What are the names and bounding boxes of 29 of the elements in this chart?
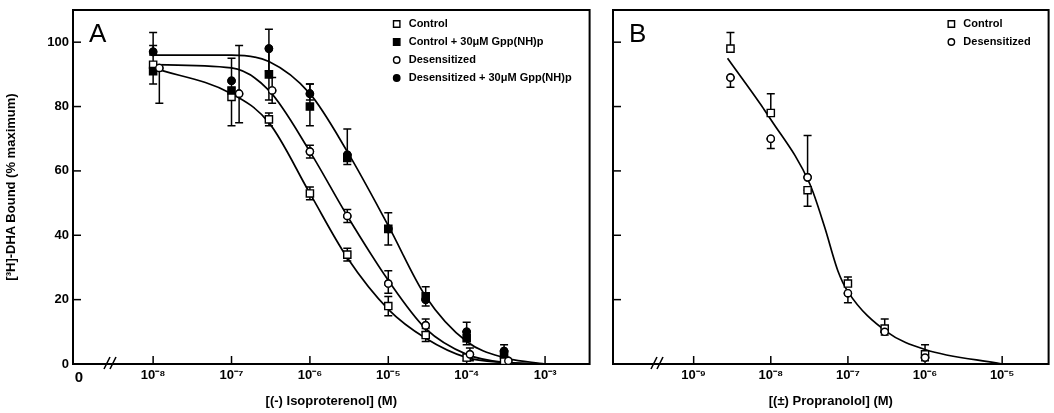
x-tick-label: 10⁻⁴ bbox=[454, 367, 480, 383]
x-tick-label: 10⁻³ bbox=[533, 367, 558, 383]
x-axis-title: [(-) Isoproterenol] (M) bbox=[265, 392, 398, 408]
legend-label: Control bbox=[963, 17, 1003, 30]
legend-label: Desensitized bbox=[408, 53, 476, 66]
legend-label: Desensitized bbox=[963, 35, 1031, 48]
y-tick-label: 0 bbox=[61, 355, 69, 371]
legend-label: Control bbox=[408, 17, 448, 30]
y-axis-title: [³H]-DHA Bound (% maximum) bbox=[3, 93, 19, 281]
chart-title: A bbox=[89, 18, 107, 49]
y-tick-label: 20 bbox=[54, 291, 69, 307]
text: 0 bbox=[74, 367, 84, 385]
y-tick-label: 40 bbox=[54, 226, 69, 242]
x-tick-label: 10⁻⁹ bbox=[681, 367, 706, 383]
y-tick-label: 100 bbox=[47, 33, 69, 49]
x-tick-label: 10⁻⁶ bbox=[297, 367, 323, 383]
x-tick-label: 10⁻⁸ bbox=[758, 367, 784, 383]
chart-title: B bbox=[629, 18, 647, 49]
legend-label: Desensitized + 30μM Gpp(NH)p bbox=[408, 71, 572, 84]
x-axis-title: [(±) Propranolol] (M) bbox=[768, 392, 893, 408]
x-tick-label: 10⁻⁷ bbox=[219, 367, 244, 383]
x-tick-label: 10⁻⁵ bbox=[376, 367, 401, 383]
x-tick-label: 10⁻⁷ bbox=[836, 367, 860, 383]
x-tick-label: 10⁻⁶ bbox=[912, 367, 938, 383]
y-tick-label: 60 bbox=[54, 162, 69, 178]
x-tick-label: 10⁻⁵ bbox=[989, 367, 1015, 383]
y-tick-label: 80 bbox=[54, 98, 69, 114]
legend-label: Control + 30μM Gpp(NH)p bbox=[408, 35, 544, 48]
x-tick-label: 10⁻⁸ bbox=[140, 367, 166, 383]
